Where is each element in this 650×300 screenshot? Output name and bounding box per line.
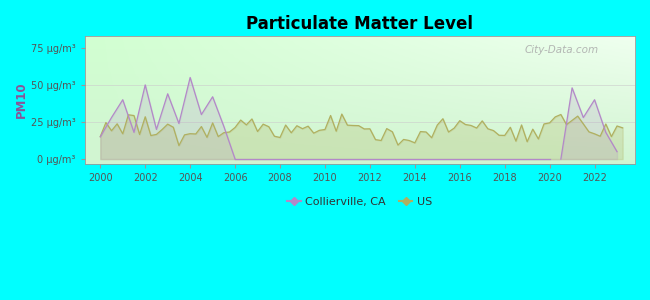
Text: City-Data.com: City-Data.com [525,45,599,55]
Y-axis label: PM10: PM10 [15,81,28,118]
Legend: Collierville, CA, US: Collierville, CA, US [283,193,437,211]
Title: Particulate Matter Level: Particulate Matter Level [246,15,473,33]
